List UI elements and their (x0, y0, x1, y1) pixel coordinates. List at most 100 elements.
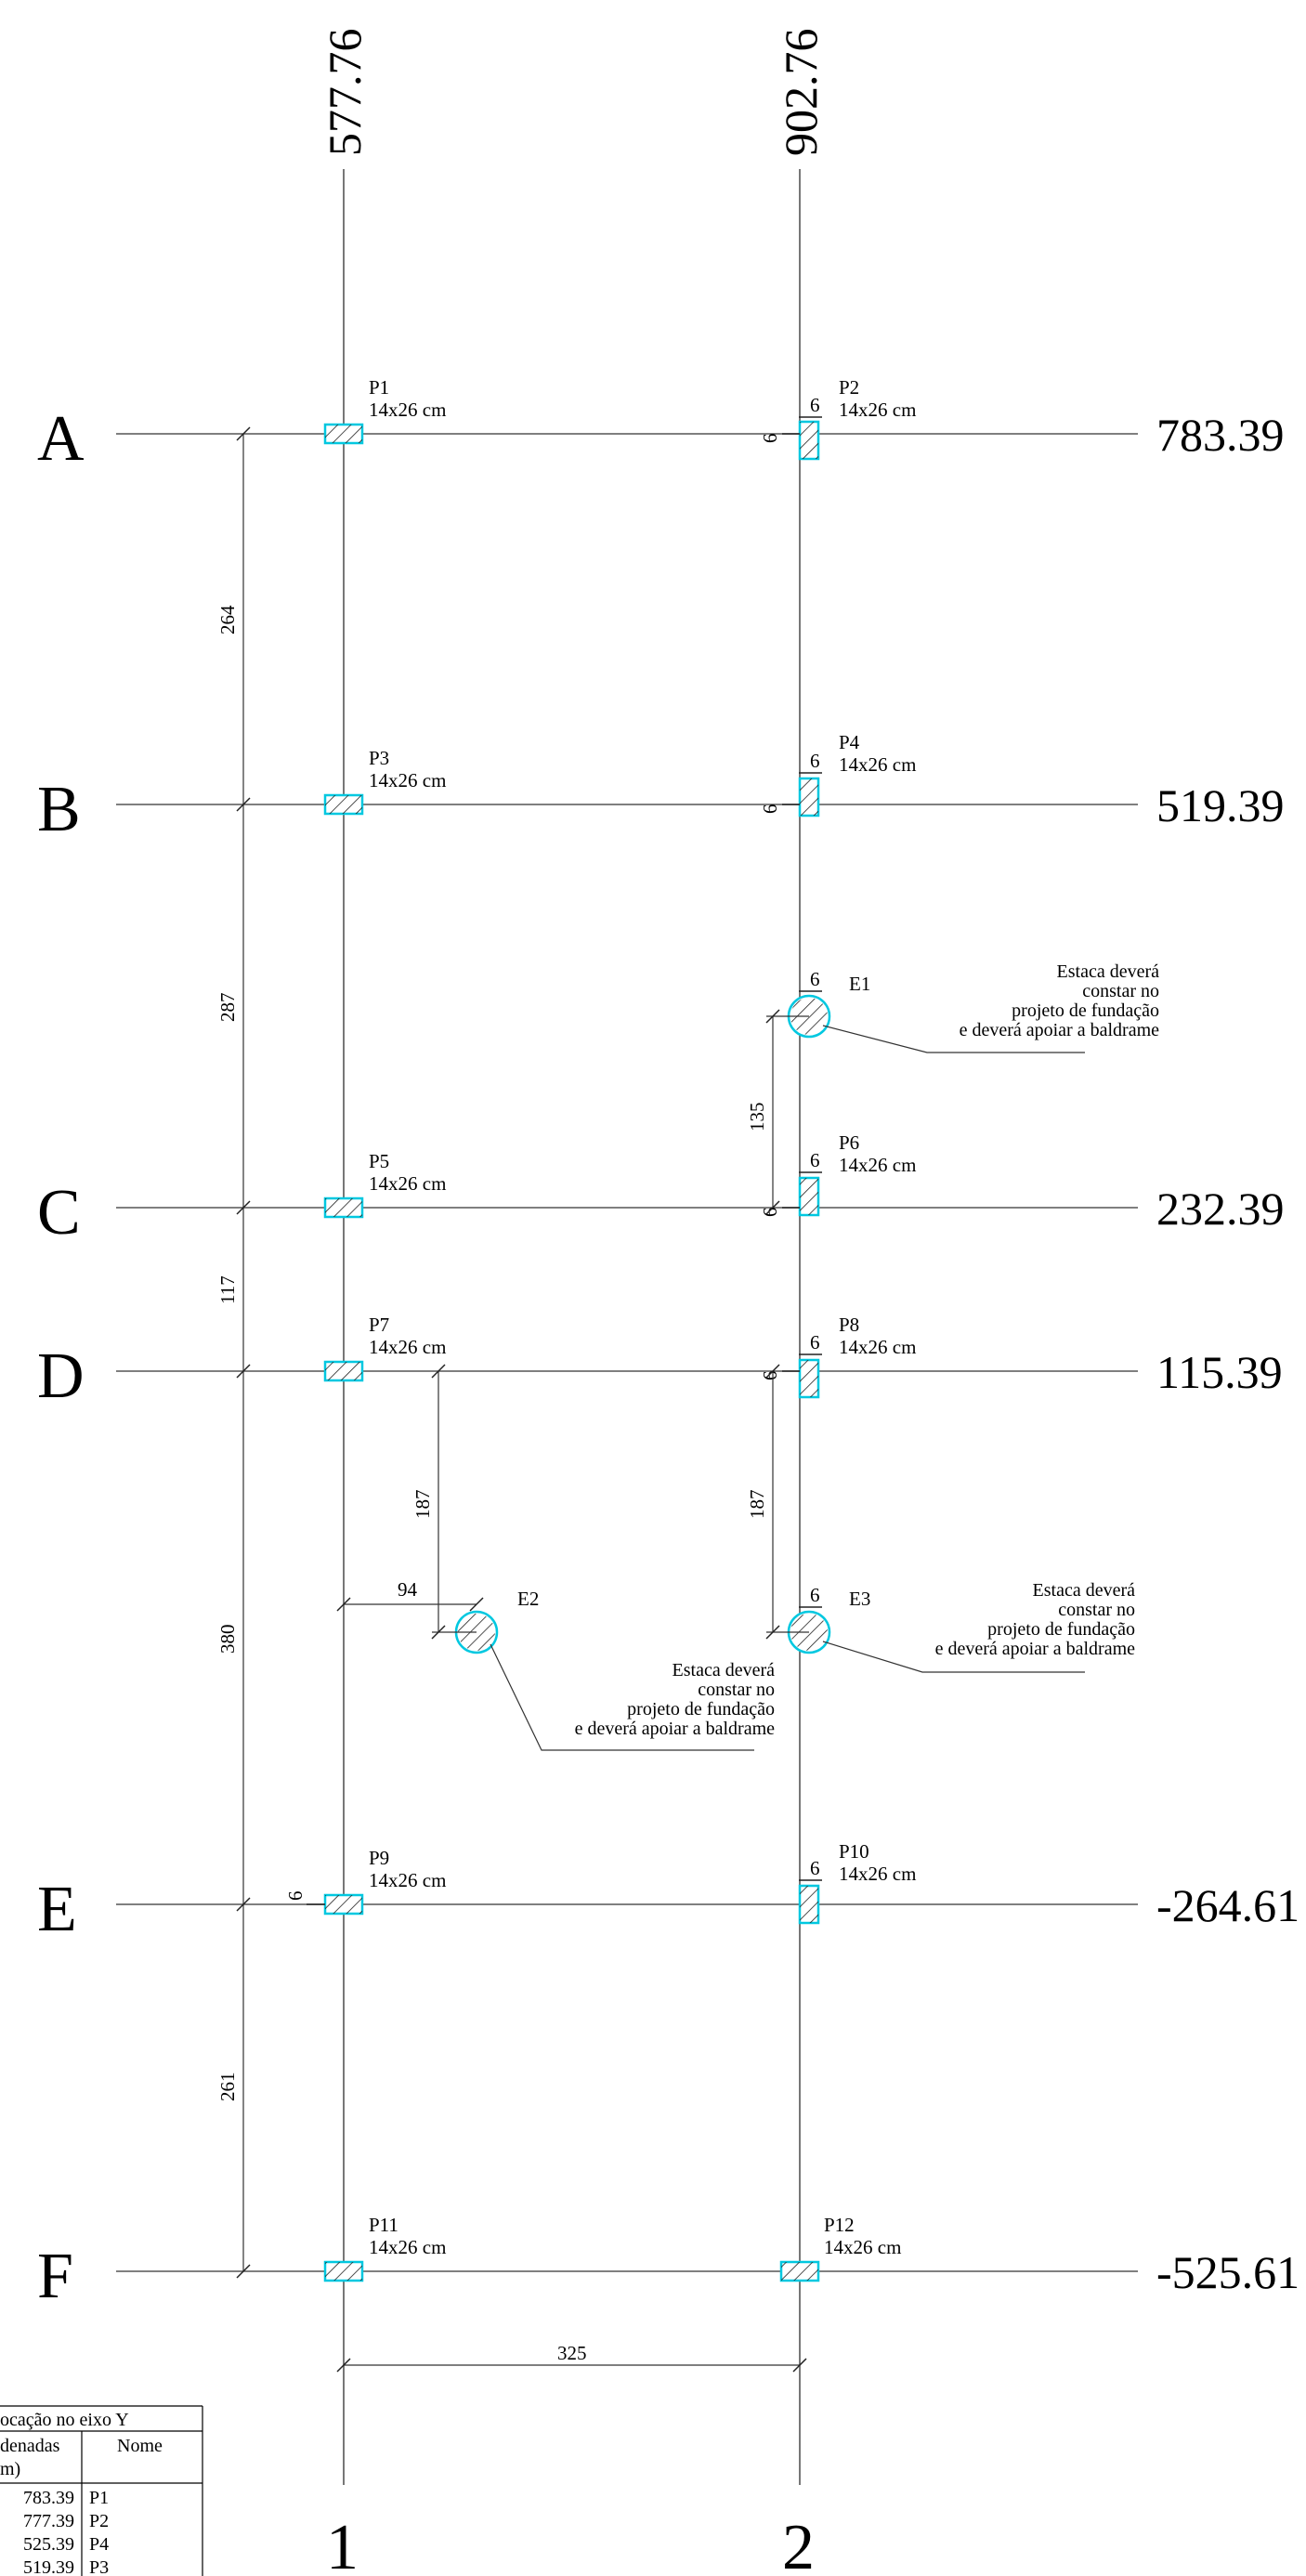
pillar-p2[interactable]: P2 14x26 cm (798, 376, 916, 461)
axis-coord-b: 519.39 (1156, 779, 1285, 831)
bottom-dimension: 325 (336, 2342, 807, 2373)
svg-text:6: 6 (759, 434, 781, 444)
svg-text:P6: P6 (839, 1131, 859, 1154)
pile-note-e2: Estaca deverá constar no projeto de fund… (490, 1643, 776, 1751)
pillars: P1 14x26 cm P2 14x26 cm P3 14x26 cm P4 1… (323, 376, 916, 2282)
pillar-p7[interactable]: P7 14x26 cm (323, 1314, 446, 1382)
horizontal-axes (116, 433, 1138, 2272)
dim-de: 380 (216, 1625, 239, 1654)
offset-mark-p2: 6 6 (759, 394, 822, 443)
svg-text:projeto de fundação: projeto de fundação (987, 1619, 1135, 1640)
svg-text:14x26 cm: 14x26 cm (369, 1336, 446, 1358)
axis-label-1: 1 (326, 2512, 359, 2576)
axis-label-a: A (37, 403, 85, 475)
dim-col-spacing: 325 (557, 2342, 587, 2364)
column-axis-labels: 577.76 902.76 1 2 (319, 29, 827, 2576)
svg-text:6: 6 (759, 1371, 781, 1381)
svg-text:projeto de fundação: projeto de fundação (1012, 1000, 1159, 1021)
axis-label-c: C (37, 1177, 81, 1249)
location-table: ocação no eixo Y denadas m) Nome 783.39 … (0, 2405, 203, 2576)
offset-mark-p9: 6 (284, 1891, 325, 1905)
offset-mark-p4: 6 6 (759, 750, 822, 814)
svg-text:6: 6 (810, 1149, 820, 1171)
dim-d-to-e3: 187 (746, 1490, 768, 1520)
svg-text:constar no: constar no (698, 1680, 775, 1700)
svg-text:constar no: constar no (1082, 981, 1159, 1001)
axis-coord-f: -525.61 (1156, 2246, 1299, 2298)
axis-coord-1: 577.76 (319, 29, 371, 157)
svg-text:P10: P10 (839, 1840, 869, 1863)
svg-text:14x26 cm: 14x26 cm (839, 1154, 916, 1176)
axis-coord-a: 783.39 (1156, 409, 1285, 461)
pillar-p8[interactable]: P8 14x26 cm (798, 1314, 916, 1399)
pillar-p10[interactable]: P10 14x26 cm (798, 1840, 916, 1925)
svg-text:P8: P8 (839, 1314, 859, 1336)
piles: E1 E2 E3 (454, 973, 870, 1654)
dim-ef: 261 (216, 2073, 239, 2102)
svg-text:E2: E2 (517, 1588, 539, 1610)
pile-note-e1: Estaca deverá constar no projeto de fund… (822, 961, 1160, 1053)
axis-label-d: D (37, 1340, 85, 1412)
svg-text:Estaca deverá: Estaca deverá (1057, 961, 1160, 982)
table-row-name: P3 (89, 2557, 109, 2576)
pillar-p1[interactable]: P1 14x26 cm (323, 376, 446, 445)
axis-label-f: F (37, 2241, 73, 2312)
svg-text:6: 6 (759, 1208, 781, 1218)
table-row-coord: 777.39 (23, 2511, 74, 2531)
svg-text:14x26 cm: 14x26 cm (369, 769, 446, 791)
svg-text:P11: P11 (369, 2214, 398, 2236)
pillar-p9[interactable]: P9 14x26 cm (323, 1847, 446, 1916)
pile-e2[interactable]: E2 (454, 1588, 539, 1654)
svg-text:6: 6 (284, 1891, 307, 1902)
svg-text:P2: P2 (839, 376, 859, 399)
svg-text:P9: P9 (369, 1847, 389, 1869)
pillar-p12[interactable]: P12 14x26 cm (779, 2214, 901, 2282)
svg-text:6: 6 (810, 1331, 820, 1353)
pillar-p4[interactable]: P4 14x26 cm (798, 731, 916, 817)
offset-mark-e1: 6 (799, 968, 822, 992)
svg-text:P3: P3 (369, 747, 389, 769)
svg-text:14x26 cm: 14x26 cm (824, 2236, 901, 2258)
table-row-coord: 525.39 (23, 2534, 74, 2555)
dim-cd: 117 (216, 1275, 239, 1304)
svg-text:6: 6 (810, 750, 820, 772)
svg-text:e deverá apoiar a baldrame: e deverá apoiar a baldrame (935, 1639, 1136, 1659)
svg-text:14x26 cm: 14x26 cm (369, 399, 446, 421)
left-dimension-chain: 264 287 117 380 261 (216, 426, 251, 2279)
pillar-p3[interactable]: P3 14x26 cm (323, 747, 446, 816)
svg-text:6: 6 (810, 1584, 820, 1606)
svg-text:E3: E3 (849, 1588, 870, 1610)
svg-text:14x26 cm: 14x26 cm (369, 1172, 446, 1195)
axis-coord-2: 902.76 (775, 29, 827, 157)
pillar-p11[interactable]: P11 14x26 cm (323, 2214, 446, 2282)
dim-ab: 264 (216, 605, 239, 634)
offset-mark-e3: 6 (799, 1584, 822, 1608)
pillar-p6[interactable]: P6 14x26 cm (798, 1131, 916, 1217)
dim-e1-to-c: 135 (746, 1103, 768, 1132)
axis-label-e: E (37, 1874, 77, 1945)
table-row-coord: 783.39 (23, 2488, 74, 2508)
offset-marks: 6 6 6 6 6 6 6 6 6 6 (284, 394, 822, 1905)
svg-text:14x26 cm: 14x26 cm (839, 399, 916, 421)
dim-axis1-to-e2: 94 (398, 1578, 418, 1601)
svg-text:P12: P12 (824, 2214, 855, 2236)
pillar-p5[interactable]: P5 14x26 cm (323, 1150, 446, 1219)
svg-text:constar no: constar no (1058, 1600, 1135, 1620)
svg-text:14x26 cm: 14x26 cm (839, 1863, 916, 1885)
dim-d-to-e2: 187 (411, 1490, 434, 1520)
axis-label-2: 2 (782, 2512, 815, 2576)
svg-text:e deverá apoiar a baldrame: e deverá apoiar a baldrame (575, 1719, 776, 1739)
table-row-coord: 519.39 (23, 2557, 74, 2576)
table-row-name: P1 (89, 2488, 109, 2508)
axis-coord-d: 115.39 (1156, 1346, 1283, 1398)
pile-note-e3: Estaca deverá constar no projeto de fund… (822, 1580, 1136, 1673)
svg-text:P5: P5 (369, 1150, 389, 1172)
svg-text:6: 6 (810, 394, 820, 416)
row-axis-labels: A B C D E F (37, 403, 85, 2312)
pile-e3[interactable]: E3 (787, 1588, 870, 1654)
svg-text:6: 6 (810, 968, 820, 990)
table-header-name: Nome (117, 2436, 163, 2456)
svg-text:6: 6 (759, 804, 781, 815)
vertical-axes (343, 169, 801, 2485)
